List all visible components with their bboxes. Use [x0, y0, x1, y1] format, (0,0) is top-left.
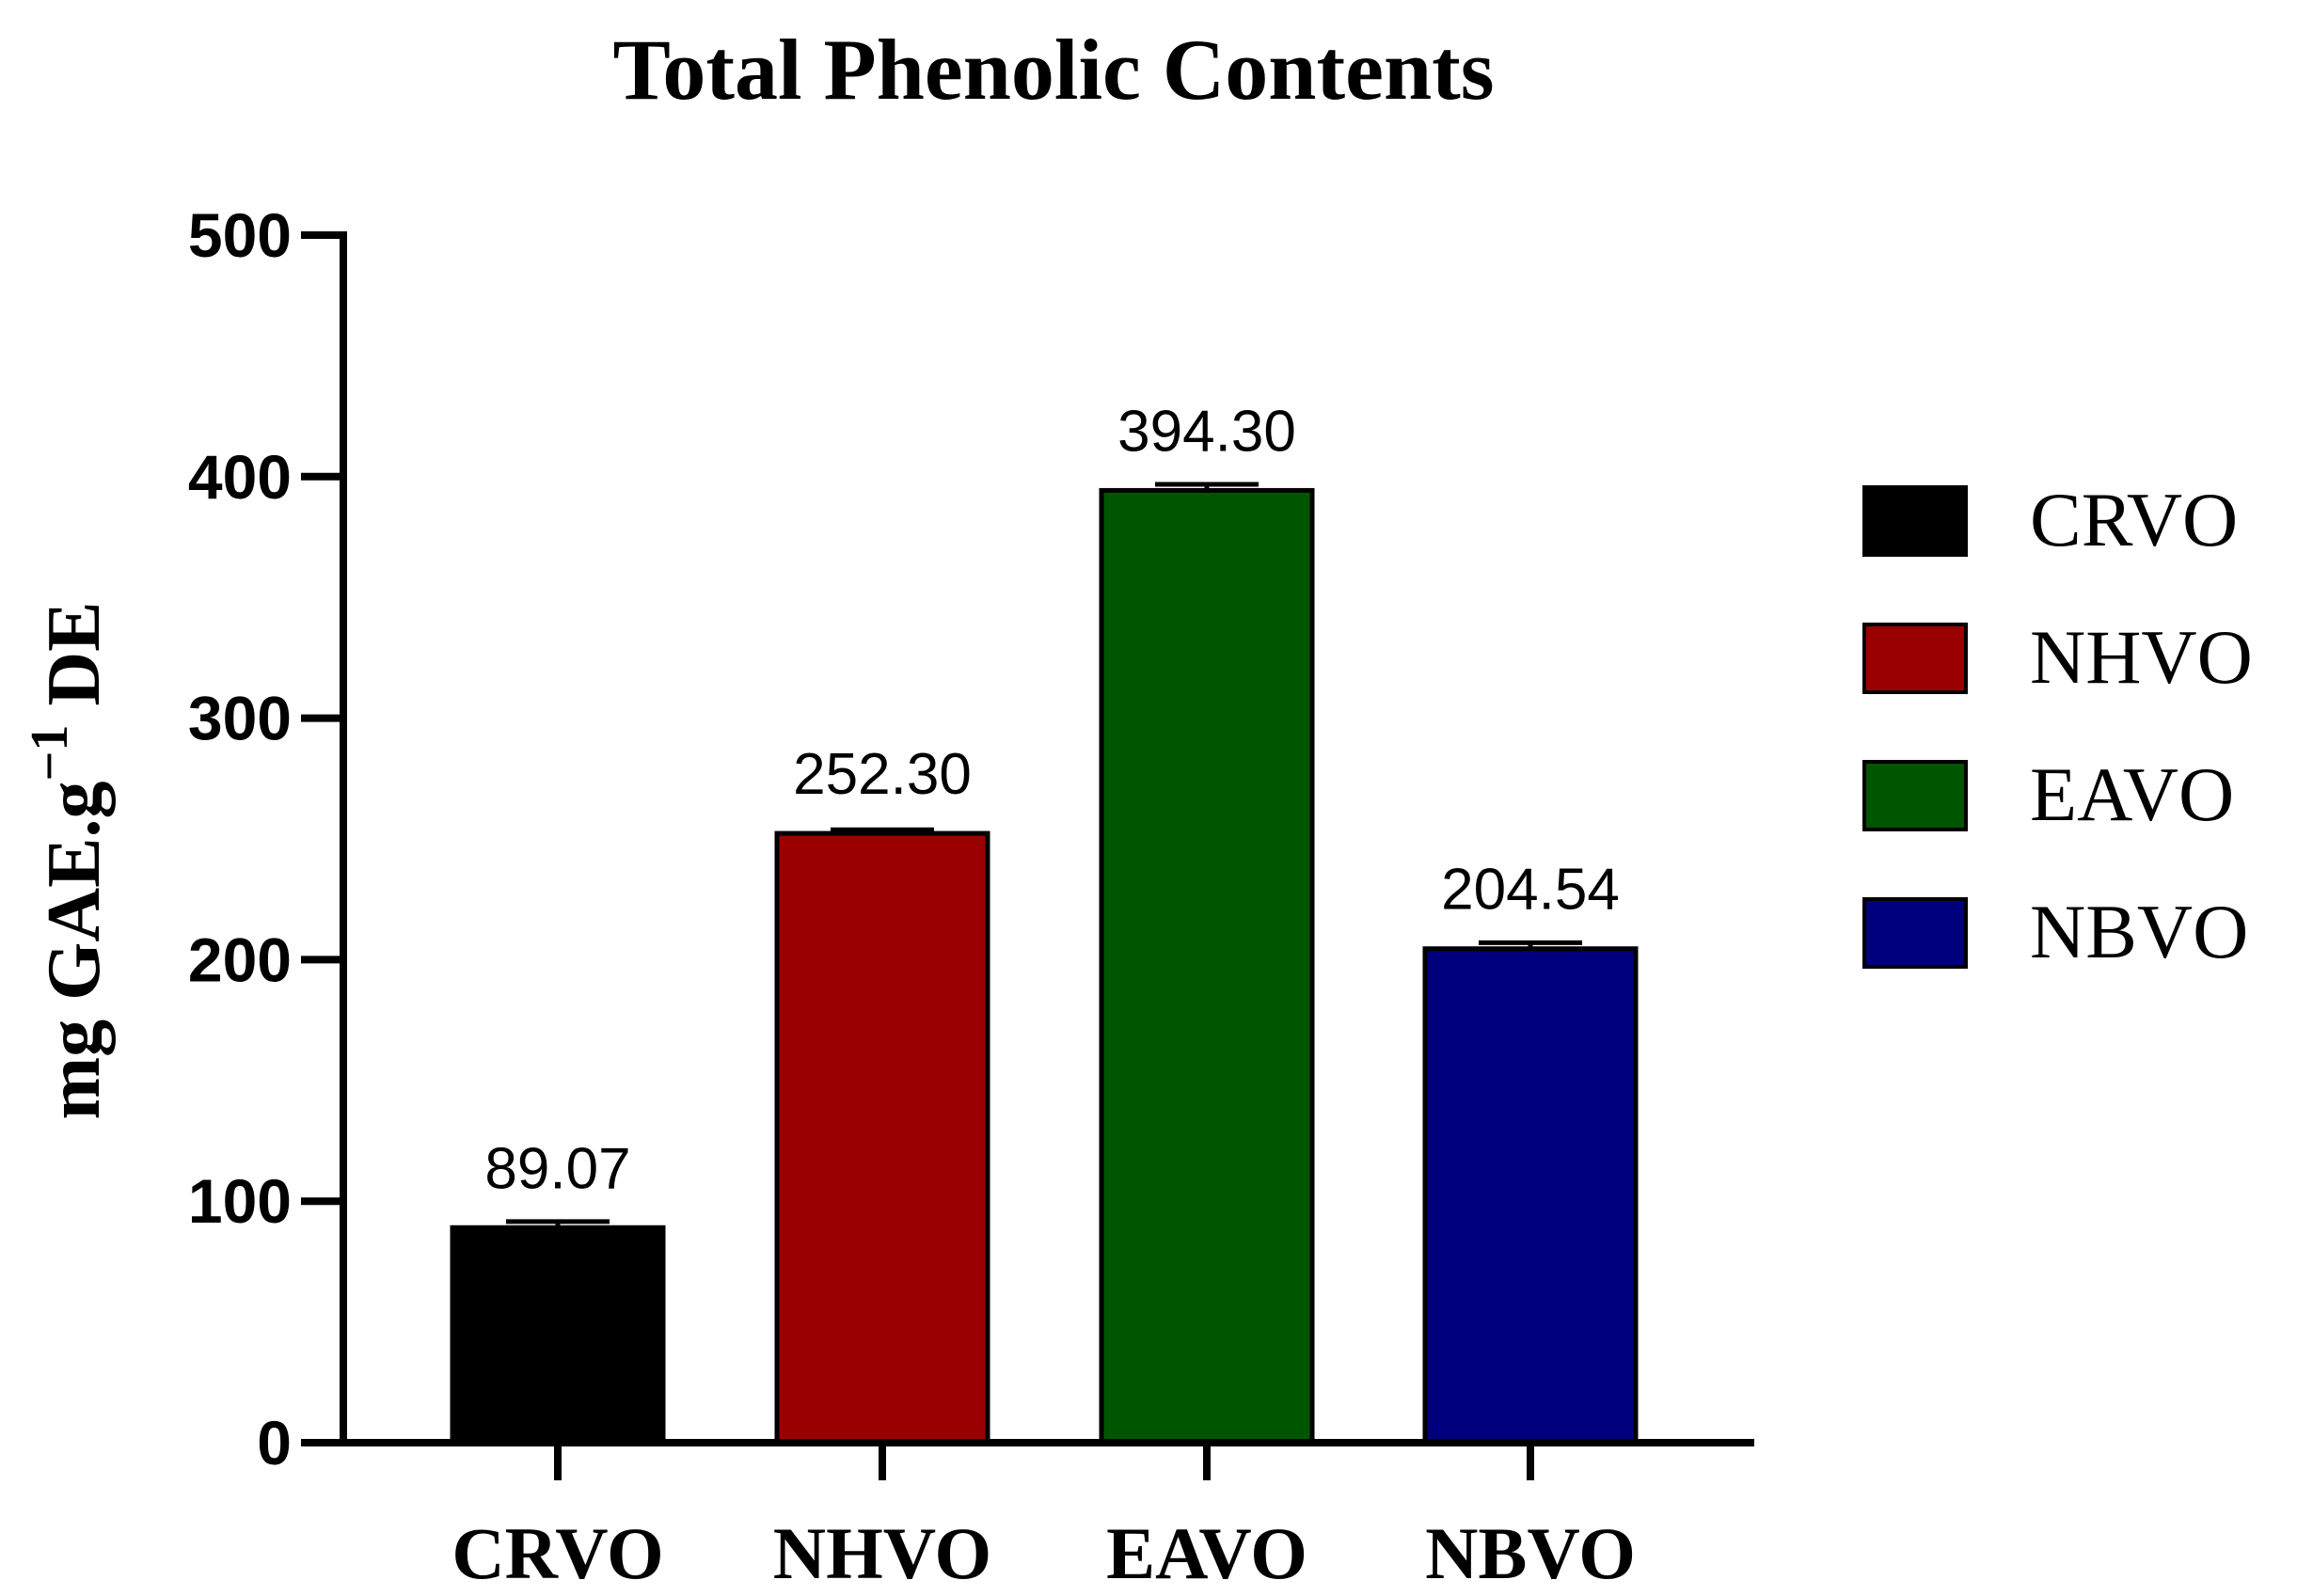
- x-tick-label-nbvo: NBVO: [1425, 1512, 1636, 1594]
- x-tick-label-nhvo: NHVO: [773, 1512, 991, 1594]
- bar-crvo: [450, 1225, 666, 1446]
- x-tick-label-crvo: CRVO: [452, 1512, 663, 1594]
- bar-nhvo: [774, 830, 990, 1446]
- legend-label-nhvo: NHVO: [2030, 614, 2253, 700]
- data-label-eavo: 394.30: [1117, 399, 1296, 464]
- data-label-nhvo: 252.30: [793, 742, 972, 807]
- y-axis-label-main: mg GAE.g: [33, 782, 116, 1120]
- data-label-nbvo: 204.54: [1441, 858, 1620, 923]
- y-axis-label: mg GAE.g−1 DE: [21, 601, 116, 1119]
- legend: CRVO NHVO EAVO NBVO: [1862, 477, 2253, 974]
- y-tick-label-0: 0: [257, 1408, 292, 1477]
- y-tick-label-300: 300: [188, 684, 292, 753]
- y-tick-label-200: 200: [188, 924, 292, 994]
- legend-swatch-nbvo: [1862, 897, 1968, 969]
- y-tick-label-400: 400: [188, 442, 292, 512]
- y-tick-label-500: 500: [188, 200, 292, 270]
- y-tick-label-100: 100: [188, 1166, 292, 1236]
- legend-swatch-nhvo: [1862, 623, 1968, 694]
- bar-eavo: [1099, 487, 1315, 1446]
- legend-label-eavo: EAVO: [2030, 751, 2234, 837]
- chart-title: Total Phenolic Contents: [612, 22, 1494, 118]
- y-axis-label-tail: DE: [33, 601, 116, 724]
- plot-area: 89.07 CRVO 252.30 NHVO 394.30 EAVO 204.54 NBVO 0…: [188, 200, 1754, 1594]
- x-tick-label-eavo: EAVO: [1106, 1512, 1307, 1594]
- y-axis-label-sup: −1: [21, 725, 79, 782]
- legend-label-nbvo: NBVO: [2030, 889, 2248, 974]
- legend-swatch-crvo: [1862, 485, 1968, 557]
- legend-label-crvo: CRVO: [2030, 477, 2238, 562]
- legend-swatch-eavo: [1862, 760, 1968, 831]
- bar-nbvo: [1422, 946, 1639, 1446]
- data-label-crvo: 89.07: [484, 1136, 630, 1201]
